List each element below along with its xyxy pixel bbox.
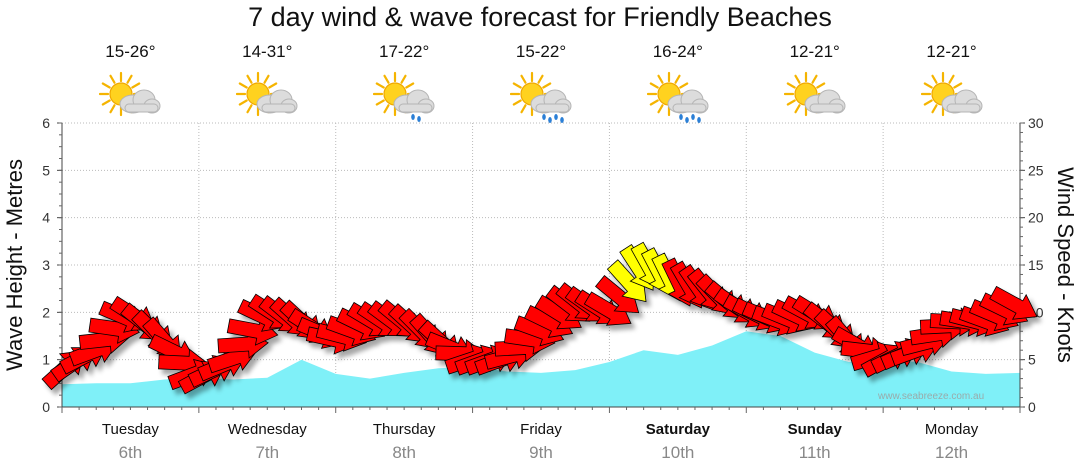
day-temperature-range: 15-26° — [105, 42, 156, 61]
partly-cloudy-icon — [99, 71, 161, 117]
y-tick-label-left: 2 — [42, 304, 50, 320]
y-tick-label-left: 4 — [42, 210, 50, 226]
day-name-label: Thursday — [372, 421, 436, 438]
day-name-label: Sunday — [787, 421, 842, 438]
y-tick-label-right: 15 — [1028, 257, 1044, 273]
watermark: www.seabreeze.com.au — [878, 391, 985, 402]
y-tick-label-right: 25 — [1028, 162, 1044, 178]
day-name-label: Monday — [924, 421, 979, 438]
light-showers-icon — [373, 71, 435, 122]
day-temperature-range: 16-24° — [652, 42, 703, 61]
day-date-label: 7th — [255, 443, 280, 462]
day-temperature-range: 17-22° — [379, 42, 430, 61]
y-tick-label-right: 30 — [1028, 115, 1044, 131]
partly-cloudy-icon — [783, 71, 846, 117]
y-tick-label-left: 6 — [42, 115, 50, 131]
wind-arrow — [989, 285, 1038, 320]
day-temperature-range: 12-21° — [789, 42, 840, 61]
y-tick-label-right: 20 — [1028, 210, 1044, 226]
day-name-label: Friday — [520, 421, 562, 438]
day-date-label: 11th — [798, 443, 831, 462]
day-date-label: 9th — [529, 443, 553, 462]
y-tick-label-right: 0 — [1028, 399, 1036, 415]
day-date-label: 6th — [118, 443, 143, 462]
showers-icon — [646, 71, 709, 123]
partly-cloudy-icon — [236, 71, 298, 117]
day-name-label: Tuesday — [101, 421, 159, 438]
day-date-label: 12th — [935, 443, 969, 462]
day-date-label: 8th — [392, 443, 416, 462]
y-tick-label-left: 3 — [42, 257, 50, 273]
day-name-label: Saturday — [645, 421, 710, 438]
day-temperature-range: 15-22° — [515, 42, 567, 61]
showers-icon — [510, 71, 572, 123]
day-name-label: Wednesday — [227, 421, 307, 438]
day-temperature-range: 14-31° — [242, 42, 293, 61]
y-tick-label-left: 1 — [42, 352, 50, 368]
wave-height-area — [62, 331, 1020, 407]
chart-title: 7 day wind & wave forecast for Friendly … — [248, 2, 832, 32]
y-tick-label-left: 0 — [42, 399, 50, 415]
day-date-label: 10th — [661, 443, 695, 462]
partly-cloudy-icon — [920, 71, 983, 117]
day-temperature-range: 12-21° — [926, 42, 977, 61]
y-tick-label-right: 5 — [1028, 352, 1036, 368]
y-tick-label-left: 5 — [42, 162, 50, 178]
